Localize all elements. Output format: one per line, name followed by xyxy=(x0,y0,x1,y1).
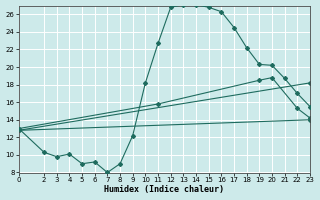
X-axis label: Humidex (Indice chaleur): Humidex (Indice chaleur) xyxy=(104,185,224,194)
